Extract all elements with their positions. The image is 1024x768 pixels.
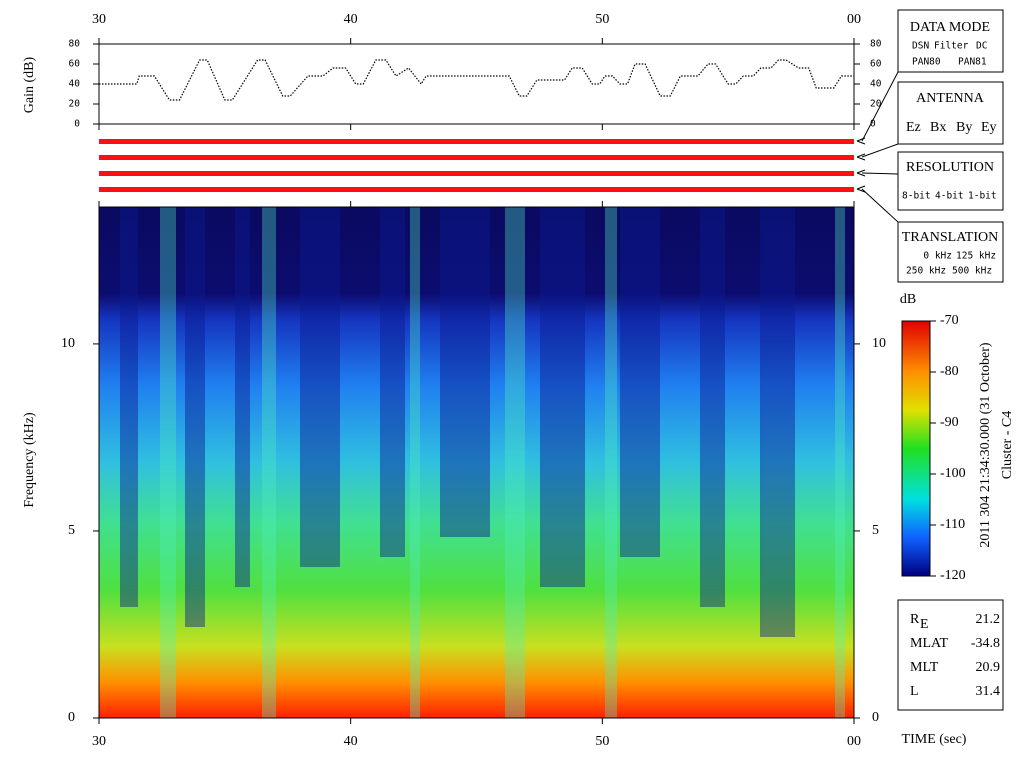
y-tick-label: 5 (872, 523, 879, 538)
info-label: L (910, 684, 919, 699)
timestamp: 2011 304 21:34:30.000 (31 October) (978, 342, 993, 548)
y-tick-label: 10 (872, 336, 886, 351)
x-tick-label: 30 (92, 734, 106, 749)
colorbar-tick-label: -90 (940, 415, 959, 430)
info-value: 21.2 (976, 612, 1001, 627)
resolution-item: 8-bit (902, 191, 931, 202)
colorbar-tick-label: -70 (940, 313, 959, 328)
x-tick-label: 50 (595, 734, 609, 749)
x-tick-label: 40 (344, 12, 358, 27)
info-value: 20.9 (976, 660, 1001, 675)
info-label: MLAT (910, 636, 949, 651)
colorbar-tick-label: -110 (940, 517, 965, 532)
spacecraft: Cluster - C4 (1000, 411, 1015, 479)
info-value: -34.8 (971, 636, 1000, 651)
y-tick-label: 40 (69, 79, 81, 90)
y-tick-label: 0 (68, 710, 75, 725)
mode-item: PAN81 (958, 57, 987, 68)
mode-item: PAN80 (912, 57, 941, 68)
y-tick-label: 0 (872, 710, 879, 725)
y-tick-label: 80 (870, 39, 882, 50)
x-axis-label: TIME (sec) (902, 732, 967, 747)
translation-item: 0 kHz (923, 251, 952, 262)
spectrogram-image (99, 207, 854, 718)
x-tick-label: 00 (847, 12, 861, 27)
info-label: MLT (910, 660, 939, 675)
antenna-box (897, 81, 1004, 145)
box-title: ANTENNA (916, 91, 985, 106)
y-tick-label: 60 (69, 59, 81, 70)
antenna-item: Bx (930, 120, 946, 135)
translation-item: 250 kHz (906, 266, 946, 277)
antenna-item: By (956, 120, 972, 135)
colorbar-tick-label: -120 (940, 568, 966, 583)
info-label: R (910, 612, 920, 627)
resolution-item: 4-bit (935, 191, 964, 202)
box-title: DATA MODE (910, 20, 990, 35)
box-title: RESOLUTION (906, 160, 994, 175)
y-tick-label: 20 (870, 99, 882, 110)
y-tick-label: 20 (69, 99, 81, 110)
box-title: TRANSLATION (902, 230, 998, 245)
mode-item: DSN (912, 41, 929, 52)
colorbar-tick-label: -80 (940, 364, 959, 379)
x-tick-label: 00 (847, 734, 861, 749)
antenna-item: Ez (906, 120, 921, 135)
y-tick-label: 5 (68, 523, 75, 538)
data-mode-box (897, 9, 1004, 73)
y-tick-label: 80 (69, 39, 81, 50)
x-tick-label: 40 (344, 734, 358, 749)
info-sub: E (920, 617, 929, 632)
info-box (897, 599, 1004, 711)
y-tick-label: 0 (870, 119, 876, 130)
colorbar-tick-label: -100 (940, 466, 966, 481)
colorbar-label: dB (900, 292, 916, 307)
translation-item: 125 kHz (956, 251, 996, 262)
x-tick-label: 30 (92, 12, 106, 27)
status-bars (99, 139, 854, 192)
info-value: 31.4 (976, 684, 1001, 699)
resolution-box (897, 151, 1004, 211)
y-axis-label: Frequency (kHz) (22, 412, 37, 508)
plot-frame (98, 206, 855, 719)
x-tick-label: 50 (595, 12, 609, 27)
translation-item: 500 kHz (952, 266, 992, 277)
y-tick-label: 0 (74, 119, 80, 130)
plot-frame (98, 43, 855, 125)
resolution-item: 1-bit (968, 191, 997, 202)
mode-item: Filter (934, 41, 969, 52)
y-tick-label: 10 (61, 336, 75, 351)
connectors (856, 71, 899, 223)
translation-box (897, 221, 1004, 283)
y-tick-label: 40 (870, 79, 882, 90)
mode-item: DC (976, 41, 987, 52)
info-rows: R E 21.2 MLAT -34.8 MLT 20.9 L 31.4 (910, 612, 1000, 699)
colorbar (901, 320, 931, 577)
antenna-item: Ey (981, 120, 997, 135)
y-axis-label: Gain (dB) (22, 56, 37, 113)
gain-line (99, 59, 854, 101)
y-tick-label: 60 (870, 59, 882, 70)
